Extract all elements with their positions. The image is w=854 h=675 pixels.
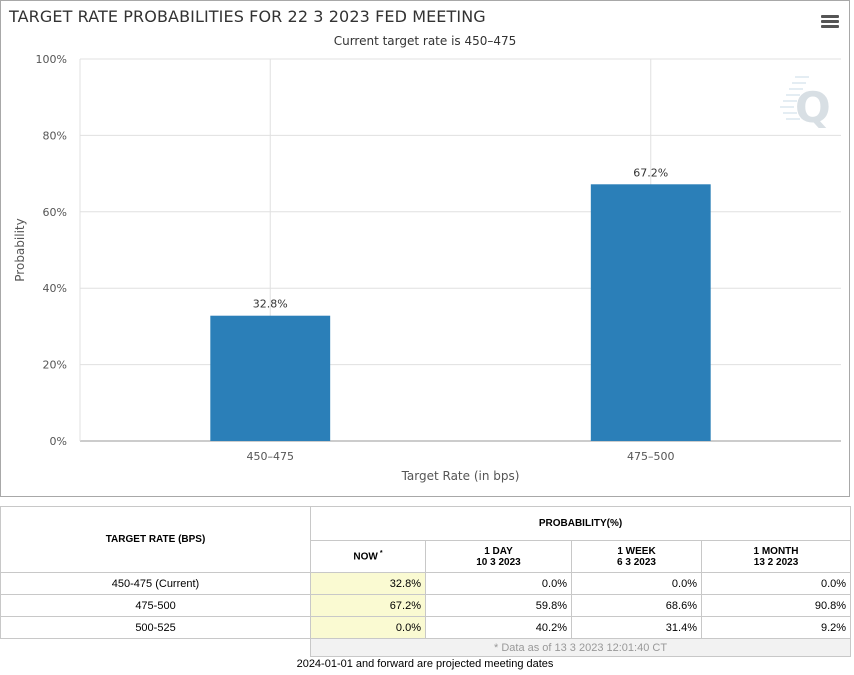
cell-1-month: 9.2% [700, 616, 852, 639]
y-tick-label: 80% [43, 129, 67, 142]
bar [590, 184, 711, 441]
hamburger-menu-icon[interactable] [821, 15, 839, 29]
y-tick-label: 40% [43, 282, 67, 295]
cell-1-day: 40.2% [425, 616, 572, 639]
col-1-day: 1 DAY 10 3 2023 [425, 540, 572, 573]
x-tick-label: 450–475 [247, 450, 295, 463]
table-row: 500-525 0.0% 40.2% 31.4% 9.2% [0, 616, 852, 639]
projected-dates-note: 2024-01-01 and forward are projected mee… [296, 658, 554, 670]
cell-1-day: 59.8% [425, 594, 572, 617]
cell-1-week: 0.0% [571, 572, 702, 595]
chart-container: TARGET RATE PROBABILITIES FOR 22 3 2023 … [0, 0, 850, 497]
cell-1-week: 68.6% [571, 594, 702, 617]
bar-chart: Q 0% 20% 40% 60% 80% 100% 32.8% 450–475 67.2% 475… [13, 53, 841, 483]
col-now: NOW * [310, 540, 426, 573]
chart-title: TARGET RATE PROBABILITIES FOR 22 3 2023 … [9, 7, 486, 26]
col-1-month: 1 MONTH 13 2 2023 [700, 540, 852, 573]
row-label: 500-525 [0, 616, 311, 639]
data-label: 67.2% [633, 166, 668, 179]
row-label: 475-500 [0, 594, 311, 617]
bar [210, 315, 331, 441]
y-tick-label: 60% [43, 206, 67, 219]
cell-1-month: 90.8% [700, 594, 852, 617]
y-axis-title: Probability [13, 218, 27, 281]
cell-now: 32.8% [310, 572, 426, 595]
cell-now: 67.2% [310, 594, 426, 617]
chart-subtitle: Current target rate is 450–475 [333, 34, 517, 48]
y-tick-label: 100% [36, 53, 67, 66]
cell-now: 0.0% [310, 616, 426, 639]
data-timestamp-note: * Data as of 13 3 2023 12:01:40 CT [309, 638, 852, 657]
probability-header: PROBABILITY(%) [309, 506, 852, 541]
cell-1-day: 0.0% [425, 572, 572, 595]
y-tick-label: 20% [43, 359, 67, 372]
table-row: 475-500 67.2% 59.8% 68.6% 90.8% [0, 594, 852, 617]
target-rate-header: TARGET RATE (BPS) [0, 506, 311, 573]
cell-1-month: 0.0% [700, 572, 852, 595]
y-tick-label: 0% [50, 435, 67, 448]
cell-1-week: 31.4% [571, 616, 702, 639]
probability-table: TARGET RATE (BPS) PROBABILITY(%) NOW * 1… [0, 506, 852, 657]
x-tick-label: 475–500 [627, 450, 675, 463]
watermark-logo: Q [780, 76, 831, 132]
col-1-week: 1 WEEK 6 3 2023 [571, 540, 702, 573]
x-axis-title: Target Rate (in bps) [401, 469, 520, 483]
data-label: 32.8% [253, 298, 288, 311]
row-label: 450-475 (Current) [0, 572, 311, 595]
svg-text:Q: Q [795, 83, 831, 132]
table-row: 450-475 (Current) 32.8% 0.0% 0.0% 0.0% [0, 572, 852, 595]
